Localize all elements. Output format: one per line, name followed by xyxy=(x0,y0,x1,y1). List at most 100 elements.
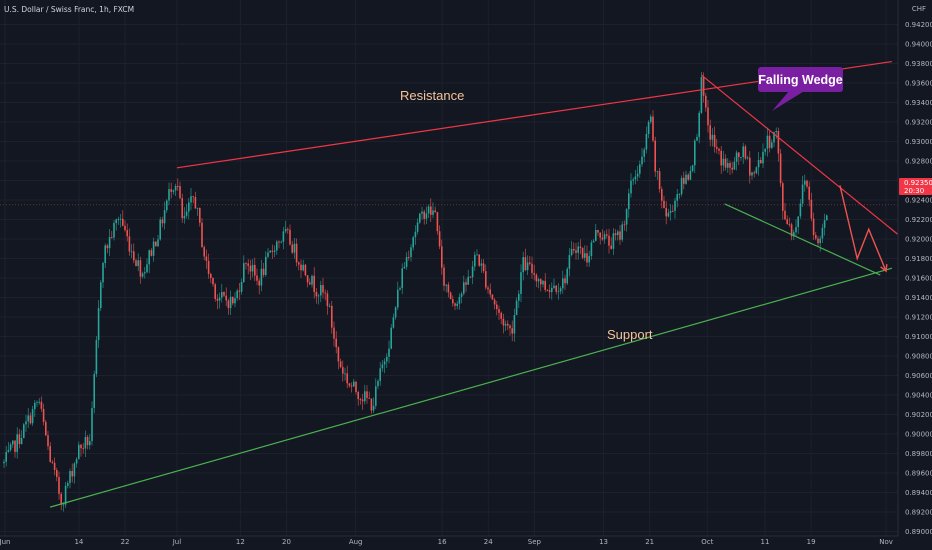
candle-body xyxy=(515,300,518,316)
candle-body xyxy=(335,338,337,348)
candle-body xyxy=(764,148,766,152)
projection-zigzag xyxy=(839,185,887,272)
candle-body xyxy=(161,219,164,224)
candle-body xyxy=(260,268,263,286)
candle-body xyxy=(777,131,780,154)
candle-body xyxy=(291,244,293,253)
price-tick-label: 0.92000 xyxy=(905,236,932,244)
candle-body xyxy=(45,421,47,436)
candle-body xyxy=(364,391,366,402)
candle-body xyxy=(361,399,364,402)
chart-grid xyxy=(0,0,898,536)
candle-body xyxy=(302,264,304,271)
candle-body xyxy=(53,462,56,470)
candle-body xyxy=(254,264,256,276)
candle-body xyxy=(240,282,243,292)
candle-body xyxy=(183,215,186,219)
candle-body xyxy=(430,206,432,215)
candle-body xyxy=(630,180,632,194)
candle-body xyxy=(135,260,137,266)
candle-body xyxy=(273,250,276,252)
candle-body xyxy=(454,303,456,306)
candle-body xyxy=(808,186,810,200)
candle-body xyxy=(676,194,678,201)
candle-body xyxy=(619,231,621,240)
time-tick-label: 20 xyxy=(282,538,291,546)
candle-body xyxy=(339,361,342,368)
candle-body xyxy=(672,210,674,212)
candle-body xyxy=(632,179,634,181)
candle-body xyxy=(425,213,428,219)
candle-body xyxy=(667,212,670,217)
candle-body xyxy=(27,415,29,422)
candle-body xyxy=(218,297,221,301)
candle-body xyxy=(5,451,7,462)
candle-body xyxy=(392,317,395,328)
candle-body xyxy=(155,241,157,247)
candle-body xyxy=(647,121,650,135)
candle-body xyxy=(689,171,692,180)
price-tick-label: 0.89000 xyxy=(905,528,932,536)
candle-body xyxy=(276,241,278,251)
candle-body xyxy=(713,134,716,147)
candle-body xyxy=(746,157,749,159)
time-axis[interactable]: Jun 14 22 Jul 12 20 Aug 16 24 Sep 13 21 Oct 11 19 Nov xyxy=(0,538,893,546)
candle-body xyxy=(414,231,417,238)
candle-body xyxy=(485,271,487,288)
candle-body xyxy=(445,284,447,286)
candle-body xyxy=(271,250,274,252)
candle-body xyxy=(31,409,34,424)
candle-body xyxy=(181,198,183,219)
price-axis[interactable]: 0.94200 0.94000 0.93800 0.93600 0.93400 0.932… xyxy=(905,21,932,536)
candle-body xyxy=(540,279,542,285)
support-line[interactable] xyxy=(49,267,892,508)
candle-body xyxy=(313,275,315,292)
candle-body xyxy=(100,282,102,308)
candle-body xyxy=(469,276,472,278)
candle-body xyxy=(456,303,458,306)
candle-body xyxy=(251,264,254,272)
candle-body xyxy=(12,440,14,445)
candle-body xyxy=(163,210,166,224)
candle-body xyxy=(489,289,491,295)
candle-body xyxy=(597,229,599,233)
candle-body xyxy=(687,174,689,180)
wedge-upper-line[interactable] xyxy=(701,74,898,235)
candle-body xyxy=(757,160,760,168)
candle-body xyxy=(223,292,225,296)
candle-body xyxy=(311,275,313,285)
price-tick-label: 0.89200 xyxy=(905,509,932,517)
price-tick-label: 0.91600 xyxy=(905,275,932,283)
price-tick-label: 0.91400 xyxy=(905,294,932,302)
candle-body xyxy=(7,450,10,452)
candle-body xyxy=(623,224,626,226)
time-tick-label: Aug xyxy=(349,538,363,546)
candle-body xyxy=(795,227,797,233)
candle-body xyxy=(434,210,436,213)
candle-body xyxy=(159,219,161,240)
candle-body xyxy=(346,373,348,384)
wedge-lower-line[interactable] xyxy=(724,203,881,276)
candle-body xyxy=(126,230,128,237)
candle-body xyxy=(113,223,115,238)
candle-body xyxy=(463,282,465,294)
candle-body xyxy=(716,146,718,149)
price-tick-label: 0.93600 xyxy=(905,80,932,88)
candle-body xyxy=(408,257,410,258)
candle-body xyxy=(119,218,122,220)
candle-body xyxy=(608,235,610,246)
candle-body xyxy=(23,424,25,439)
candle-body xyxy=(174,186,177,191)
candle-body xyxy=(14,440,16,452)
candle-body xyxy=(478,254,480,266)
candle-body xyxy=(166,200,168,211)
candle-body xyxy=(650,116,652,122)
candle-body xyxy=(232,296,234,304)
candle-body xyxy=(368,397,370,399)
candle-body xyxy=(350,385,353,387)
time-tick-label: 13 xyxy=(599,538,608,546)
candle-body xyxy=(3,461,5,464)
candle-body xyxy=(410,247,412,258)
candle-body xyxy=(548,290,551,293)
